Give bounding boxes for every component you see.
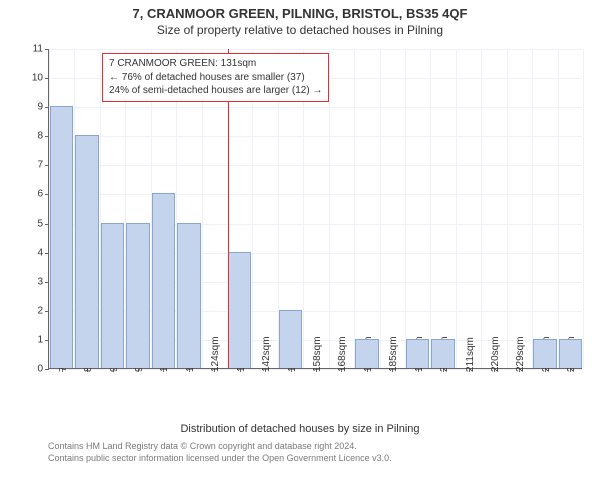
histogram-bar <box>101 223 124 368</box>
footer-line-1: Contains HM Land Registry data © Crown c… <box>48 441 357 451</box>
x-axis-label: Distribution of detached houses by size … <box>0 421 600 435</box>
ytick-label: 4 <box>37 247 49 258</box>
histogram-bar <box>228 252 251 368</box>
gridline-v <box>380 49 381 368</box>
footer-line-2: Contains public sector information licen… <box>48 453 392 463</box>
gridline-v <box>430 49 431 368</box>
page-title: 7, CRANMOOR GREEN, PILNING, BRISTOL, BS3… <box>0 0 600 21</box>
ytick-label: 5 <box>37 218 49 229</box>
ytick-label: 0 <box>37 364 49 375</box>
plot-area: 0123456789101172sqm81sqm90sqm98sqm107sqm… <box>48 49 582 369</box>
xtick-label: 229sqm <box>515 336 526 372</box>
gridline-v <box>481 49 482 368</box>
gridline-h <box>49 49 582 50</box>
gridline-v <box>532 49 533 368</box>
annotation-line: 7 CRANMOOR GREEN: 131sqm <box>109 57 322 71</box>
histogram-bar <box>533 339 556 368</box>
histogram-bar <box>126 223 149 368</box>
xtick-label: 185sqm <box>388 336 399 372</box>
ytick-label: 7 <box>37 160 49 171</box>
annotation-line: 24% of semi-detached houses are larger (… <box>109 84 322 98</box>
chart-container: Number of detached properties 0123456789… <box>0 41 600 421</box>
xtick-label: 124sqm <box>210 336 221 372</box>
ytick-label: 11 <box>33 44 49 55</box>
histogram-bar <box>431 339 454 368</box>
xtick-label: 220sqm <box>490 336 501 372</box>
histogram-bar <box>50 106 73 368</box>
annotation-line: ← 76% of detached houses are smaller (37… <box>109 71 322 85</box>
ytick-label: 1 <box>37 334 49 345</box>
histogram-bar <box>75 135 98 368</box>
gridline-v <box>583 49 584 368</box>
histogram-bar <box>177 223 200 368</box>
ytick-label: 6 <box>37 189 49 200</box>
histogram-bar <box>406 339 429 368</box>
gridline-h <box>49 107 582 108</box>
xtick-label: 211sqm <box>465 337 476 372</box>
gridline-h <box>49 194 582 195</box>
gridline-v <box>507 49 508 368</box>
annotation-box: 7 CRANMOOR GREEN: 131sqm← 76% of detache… <box>102 53 329 102</box>
footer-attribution: Contains HM Land Registry data © Crown c… <box>0 435 600 464</box>
histogram-bar <box>355 339 378 368</box>
ytick-label: 2 <box>37 305 49 316</box>
gridline-v <box>354 49 355 368</box>
gridline-v <box>405 49 406 368</box>
page-subtitle: Size of property relative to detached ho… <box>0 21 600 41</box>
xtick-label: 168sqm <box>337 336 348 372</box>
gridline-h <box>49 165 582 166</box>
gridline-h <box>49 136 582 137</box>
gridline-v <box>558 49 559 368</box>
ytick-label: 8 <box>37 131 49 142</box>
xtick-label: 142sqm <box>261 336 272 372</box>
gridline-v <box>456 49 457 368</box>
histogram-bar <box>559 339 582 368</box>
ytick-label: 9 <box>37 102 49 113</box>
ytick-label: 10 <box>32 73 49 84</box>
histogram-bar <box>279 310 302 368</box>
histogram-bar <box>152 193 175 368</box>
xtick-label: 158sqm <box>312 336 323 372</box>
ytick-label: 3 <box>37 276 49 287</box>
